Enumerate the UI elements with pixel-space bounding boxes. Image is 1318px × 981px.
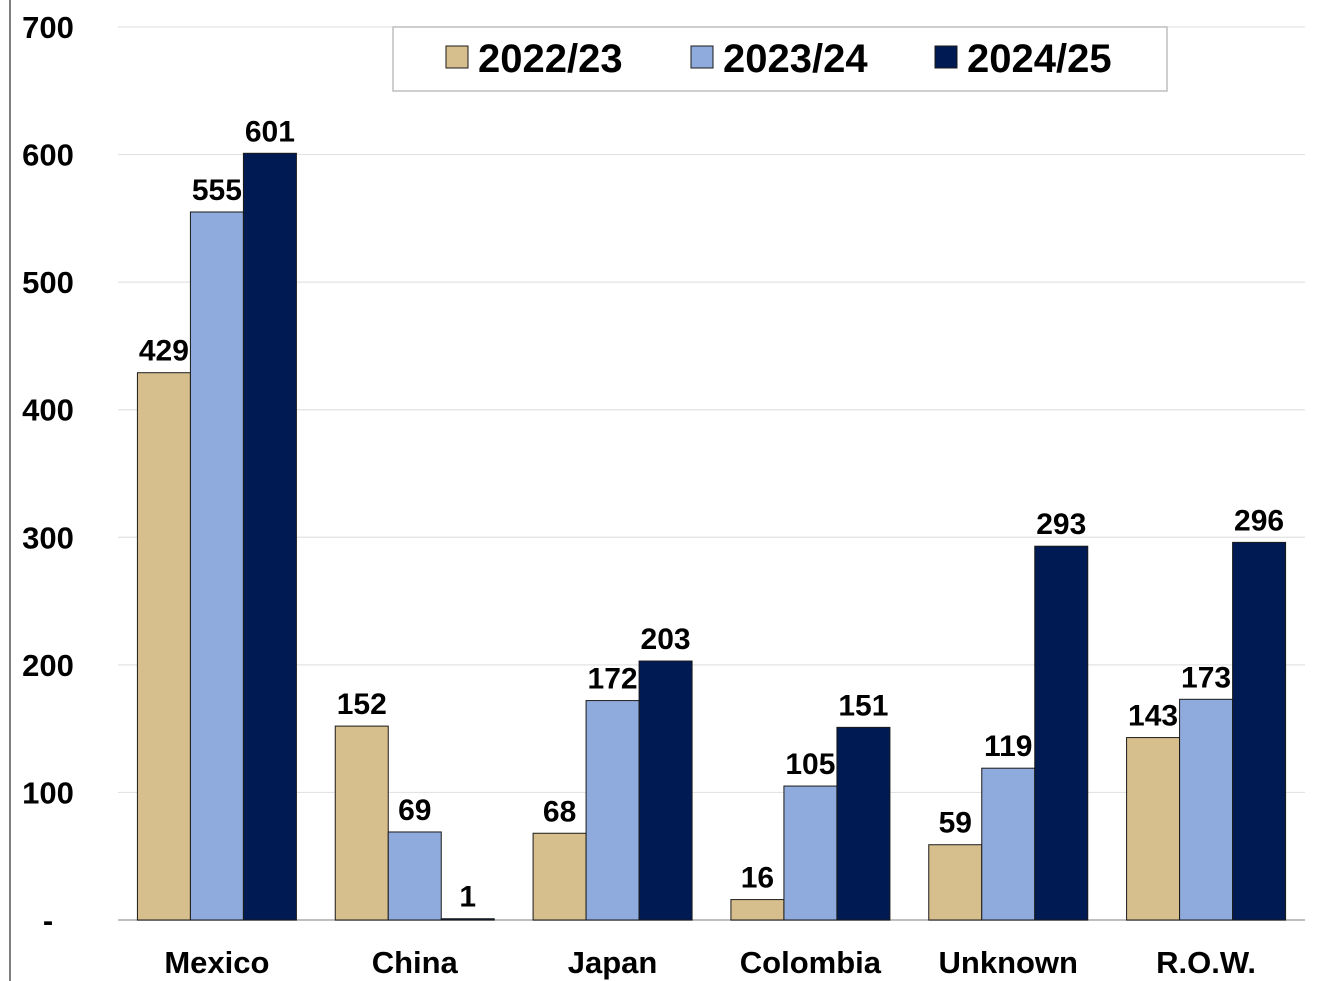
data-label: 601 [245, 115, 295, 148]
bar [1034, 545, 1089, 921]
legend-label: 2022/23 [478, 37, 623, 81]
data-label: 69 [398, 794, 431, 827]
bar [783, 785, 838, 921]
y-tick-label: 600 [22, 138, 74, 173]
bar [387, 831, 442, 921]
bars [136, 152, 1287, 921]
legend-label: 2023/24 [723, 37, 868, 81]
bar [836, 726, 891, 921]
bar [440, 918, 495, 921]
bar [242, 152, 297, 921]
data-label: 68 [543, 795, 576, 828]
data-label: 119 [984, 730, 1032, 763]
legend-label: 2024/25 [967, 37, 1112, 81]
y-tick-label: 700 [22, 10, 74, 45]
data-label: 1 [459, 881, 476, 914]
legend-swatch [934, 45, 958, 69]
data-label: 151 [838, 689, 888, 722]
category-label: Mexico [164, 945, 269, 980]
category-label: Japan [568, 945, 658, 980]
data-label: 429 [139, 335, 189, 368]
category-label: Colombia [740, 945, 882, 980]
category-label: Unknown [939, 945, 1079, 980]
bar [928, 844, 983, 921]
bar [1232, 541, 1287, 921]
data-label: 59 [939, 807, 972, 840]
bar [638, 660, 693, 921]
y-tick-label: 400 [22, 393, 74, 428]
data-label: 172 [588, 663, 638, 696]
y-tick-label: 200 [22, 648, 74, 683]
y-tick-labels: - 100 200 300 400 500 600 700 [22, 10, 74, 938]
bar [189, 211, 244, 921]
bar [1179, 698, 1234, 921]
legend-swatch [690, 45, 714, 69]
data-label: 293 [1036, 508, 1086, 541]
legend: 2022/23 2023/24 2024/25 [392, 26, 1168, 92]
y-tick-label: 500 [22, 265, 74, 300]
data-label: 555 [192, 174, 242, 207]
data-label: 203 [641, 623, 691, 656]
data-label: 16 [741, 862, 774, 895]
bar [334, 725, 389, 921]
data-label: 143 [1128, 700, 1178, 733]
legend-box [392, 26, 1168, 92]
bar [532, 832, 587, 921]
bar [585, 700, 640, 921]
bar [136, 372, 191, 921]
y-tick-label: - [43, 903, 53, 938]
category-label: R.O.W. [1156, 945, 1256, 980]
bar [981, 767, 1036, 921]
category-label: China [372, 945, 459, 980]
data-label: 173 [1181, 661, 1231, 694]
bar [730, 899, 785, 921]
data-label: 152 [337, 688, 387, 721]
legend-swatch [445, 45, 469, 69]
category-labels: Mexico China Japan Colombia Unknown R.O.W. [164, 945, 1256, 980]
y-tick-label: 300 [22, 520, 74, 555]
bar [1126, 737, 1181, 921]
gridlines [118, 26, 1305, 921]
y-tick-label: 100 [22, 775, 74, 810]
data-label: 296 [1234, 504, 1284, 537]
data-label: 105 [785, 748, 835, 781]
